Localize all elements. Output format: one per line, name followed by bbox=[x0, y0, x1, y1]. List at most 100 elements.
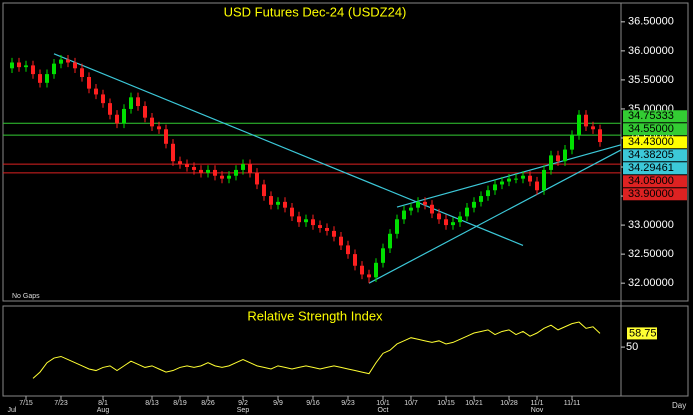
candle-body bbox=[38, 74, 42, 83]
candle-body bbox=[514, 178, 518, 180]
price-tag bbox=[623, 149, 687, 162]
candle-body bbox=[87, 77, 91, 89]
x-tick-label: 8/13 bbox=[145, 400, 159, 407]
price-tag bbox=[623, 123, 687, 136]
x-tick-label: 10/21 bbox=[465, 400, 483, 407]
price-tag bbox=[623, 110, 687, 123]
candle-body bbox=[178, 161, 182, 165]
candle-body bbox=[241, 164, 245, 170]
candle-body bbox=[234, 169, 238, 176]
candle-body bbox=[185, 164, 189, 168]
x-tick-label: 8/26 bbox=[201, 400, 215, 407]
candle-body bbox=[409, 207, 413, 211]
candle-body bbox=[164, 129, 168, 144]
rsi-tick-label: 50 bbox=[626, 341, 638, 353]
candle-body bbox=[318, 225, 322, 228]
candle-body bbox=[206, 169, 210, 173]
candle-body bbox=[500, 181, 504, 185]
candle-body bbox=[577, 114, 581, 136]
candle-body bbox=[108, 103, 112, 115]
x-axis-label: Day bbox=[672, 401, 686, 410]
candle-body bbox=[451, 222, 455, 226]
price-tag-label: 34.75333 bbox=[628, 110, 674, 122]
trendline bbox=[53, 53, 524, 246]
candle-body bbox=[465, 207, 469, 217]
candle-body bbox=[248, 164, 252, 173]
x-tick-label: 10/7 bbox=[404, 400, 418, 407]
trendline bbox=[368, 149, 622, 284]
candle-body bbox=[45, 74, 49, 83]
candle-body bbox=[493, 184, 497, 191]
candle-body bbox=[101, 94, 105, 104]
candle-body bbox=[472, 201, 476, 208]
candle-body bbox=[367, 274, 371, 278]
candle-body bbox=[66, 59, 70, 63]
candle-body bbox=[353, 254, 357, 266]
candle-body bbox=[346, 245, 350, 255]
candle-body bbox=[220, 175, 224, 179]
month-label: Jul bbox=[8, 407, 17, 414]
price-tag-label: 34.55000 bbox=[628, 123, 674, 135]
chart-title: USD Futures Dec-24 (USDZ24) bbox=[224, 4, 407, 19]
x-tick-label: 8/1 bbox=[98, 400, 108, 407]
y-tick-label: 35.50000 bbox=[628, 74, 674, 86]
y-tick-label: 36.00000 bbox=[628, 45, 674, 57]
candle-body bbox=[136, 97, 140, 107]
candle-body bbox=[549, 155, 553, 170]
candle-body bbox=[269, 196, 273, 205]
x-tick-label: 11/1 bbox=[530, 400, 543, 407]
x-tick-label: 9/2 bbox=[238, 400, 248, 407]
rsi-tag-label: 58.75 bbox=[629, 327, 657, 339]
x-tick-label: 10/1 bbox=[376, 400, 390, 407]
price-tag bbox=[623, 136, 687, 149]
candle-body bbox=[31, 65, 35, 75]
candle-body bbox=[143, 106, 147, 118]
candle-body bbox=[227, 175, 231, 179]
candle-body bbox=[283, 201, 287, 208]
candle-body bbox=[521, 175, 525, 179]
x-tick-label: 9/16 bbox=[306, 400, 320, 407]
rsi-title: Relative Strength Index bbox=[247, 308, 383, 323]
x-tick-label: 7/23 bbox=[54, 400, 68, 407]
candle-body bbox=[325, 227, 329, 231]
candle-body bbox=[339, 236, 343, 246]
candle-body bbox=[444, 219, 448, 226]
candle-body bbox=[297, 216, 301, 223]
candle-body bbox=[374, 262, 378, 278]
x-tick-label: 9/9 bbox=[273, 400, 283, 407]
candle-body bbox=[423, 201, 427, 205]
candle-body bbox=[17, 62, 21, 68]
candle-body bbox=[122, 108, 126, 124]
x-tick-label: 8/19 bbox=[173, 400, 187, 407]
price-tag bbox=[623, 175, 687, 188]
month-label: Nov bbox=[531, 407, 544, 414]
candle-body bbox=[157, 126, 161, 130]
y-tick-label: 36.50000 bbox=[628, 16, 674, 28]
candle-body bbox=[276, 201, 280, 205]
candle-body bbox=[199, 169, 203, 173]
candle-body bbox=[360, 265, 364, 275]
candle-body bbox=[402, 210, 406, 220]
candle-body bbox=[290, 207, 294, 217]
x-tick-label: 10/28 bbox=[500, 400, 518, 407]
candle-body bbox=[416, 201, 420, 208]
candle-body bbox=[80, 68, 84, 78]
candle-body bbox=[129, 97, 133, 109]
rsi-panel bbox=[2, 305, 689, 397]
candle-body bbox=[332, 230, 336, 237]
y-tick-label: 32.50000 bbox=[628, 248, 674, 260]
price-tag bbox=[623, 188, 687, 201]
candle-body bbox=[115, 114, 119, 124]
candle-body bbox=[535, 181, 539, 191]
price-tag-label: 33.90000 bbox=[628, 188, 674, 200]
candle-body bbox=[255, 172, 259, 185]
candle-body bbox=[584, 114, 588, 127]
candle-body bbox=[528, 175, 532, 182]
candle-body bbox=[24, 65, 28, 68]
candle-body bbox=[556, 155, 560, 162]
rsi-tag bbox=[627, 327, 657, 340]
x-tick-label: 9/23 bbox=[341, 400, 355, 407]
candle-body bbox=[570, 135, 574, 150]
price-panel bbox=[2, 2, 689, 302]
